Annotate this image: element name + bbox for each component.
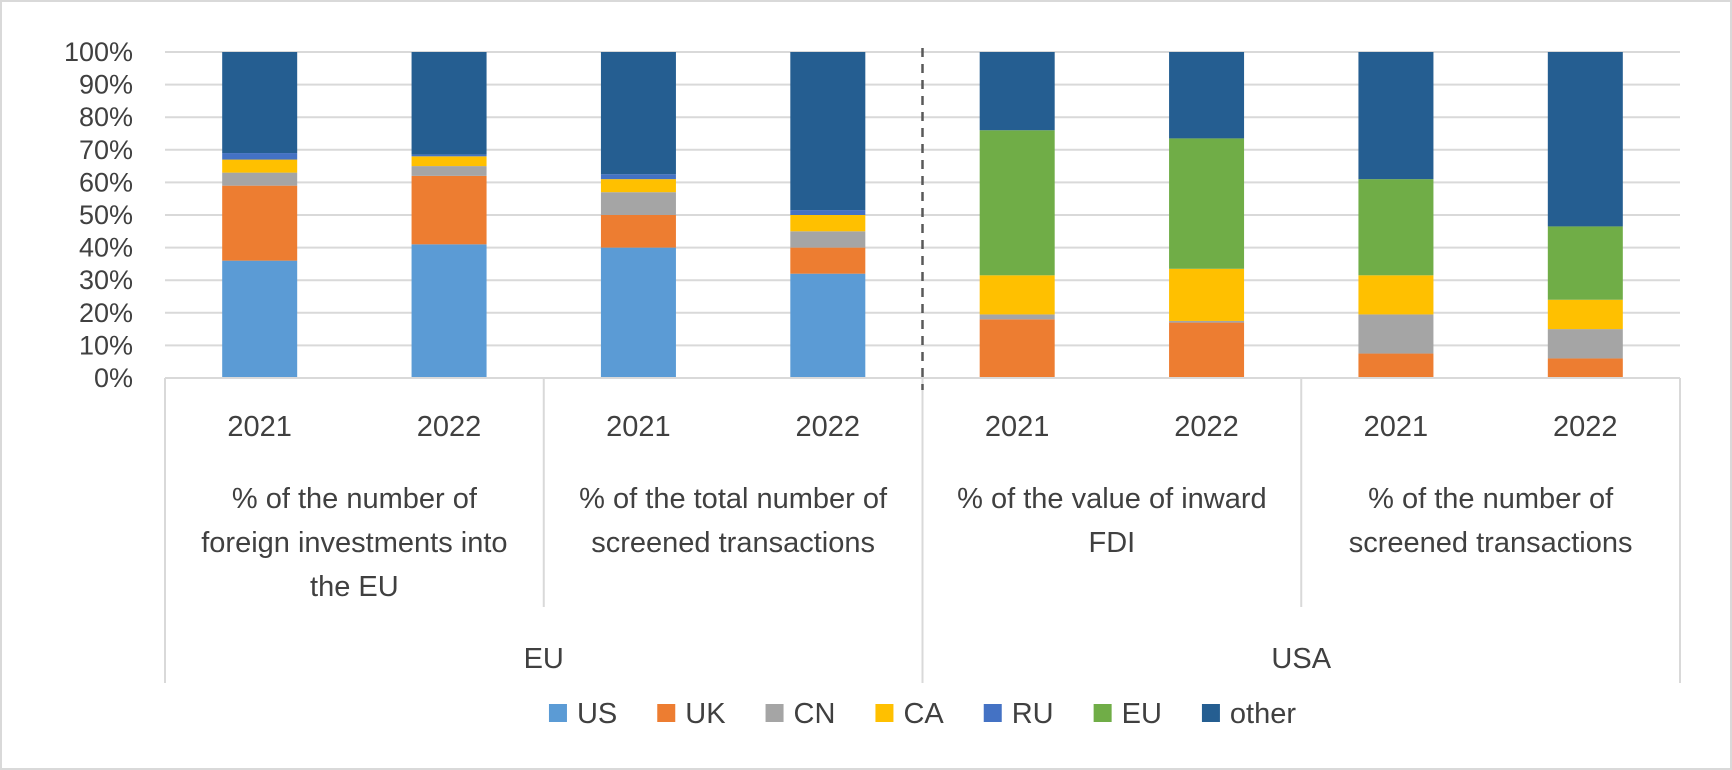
bar-segment-us <box>222 260 298 378</box>
legend-label-ca: CA <box>903 698 944 730</box>
x-tick-label: 2022 <box>417 411 482 443</box>
group-label: % of the value of inward <box>957 483 1267 515</box>
x-tick-label: 2022 <box>1174 411 1239 443</box>
y-tick-label: 50% <box>79 200 133 230</box>
bar-segment-ca <box>222 159 298 173</box>
bar-segment-us <box>790 273 866 378</box>
bar-segment-us <box>411 244 487 378</box>
group-label: screened transactions <box>591 527 875 559</box>
x-tick-label: 2021 <box>1364 411 1429 443</box>
legend-label-ru: RU <box>1012 698 1054 730</box>
bar-segment-other <box>1358 52 1434 180</box>
bar-segment-uk <box>222 185 298 261</box>
legend-swatch-ca <box>875 704 894 722</box>
group-label: % of the total number of <box>579 483 888 515</box>
bar-segment-other <box>790 52 866 211</box>
x-tick-label: 2021 <box>227 411 292 443</box>
bar-segment-uk <box>411 175 487 245</box>
bar-segment-cn <box>411 166 487 176</box>
x-tick-label: 2021 <box>985 411 1050 443</box>
axis-labels: 0%10%20%30%40%50%60%70%80%90%100% 2021 202… <box>64 37 1633 675</box>
bar-segment-eu <box>1358 179 1434 276</box>
legend-swatch-cn <box>765 704 784 722</box>
bar-segment-other <box>222 52 298 154</box>
legend-label-cn: CN <box>794 698 836 730</box>
group-label: screened transactions <box>1349 527 1633 559</box>
bar-segment-eu <box>1547 226 1623 300</box>
y-tick-label: 60% <box>79 167 133 197</box>
bar-segment-cn <box>1547 329 1623 359</box>
bar-segment-other <box>979 52 1055 131</box>
legend-label-other: other <box>1230 698 1296 730</box>
x-tick-label: 2022 <box>796 411 861 443</box>
bar-segment-uk <box>790 247 866 274</box>
bar-segment-other <box>1547 52 1623 227</box>
y-tick-label: 0% <box>94 363 133 393</box>
legend-swatch-eu <box>1093 704 1112 722</box>
bar-segment-uk <box>600 215 676 248</box>
bar-segment-other <box>1169 52 1245 139</box>
bar-segment-cn <box>1358 314 1434 354</box>
bar-segment-uk <box>979 319 1055 378</box>
legend-label-eu: EU <box>1122 698 1162 730</box>
bar-segment-ca <box>790 215 866 232</box>
bar-segment-us <box>600 247 676 378</box>
group-label: % of the number of <box>1368 483 1614 515</box>
bar-segment-ru <box>222 153 298 160</box>
bar-segment-eu <box>979 130 1055 276</box>
top-group-label: EU <box>524 643 564 675</box>
bar-segment-cn <box>790 231 866 248</box>
legend-swatch-us <box>548 704 567 722</box>
bar-segment-ca <box>979 275 1055 315</box>
bar-segment-other <box>411 52 487 155</box>
bar-segment-cn <box>222 172 298 186</box>
bar-segment-cn <box>979 314 1055 320</box>
bar-segment-cn <box>1169 320 1245 323</box>
bar-segment-uk <box>1169 322 1245 378</box>
y-tick-label: 40% <box>79 233 133 263</box>
y-tick-label: 90% <box>79 70 133 100</box>
y-tick-label: 100% <box>64 37 133 67</box>
bar-segment-ca <box>1169 268 1245 321</box>
y-tick-label: 30% <box>79 265 133 295</box>
bar-segment-ru <box>600 174 676 180</box>
group-label: % of the number of <box>232 483 478 515</box>
bar-segment-ca <box>600 179 676 193</box>
bar-segment-ru <box>790 210 866 215</box>
x-tick-label: 2022 <box>1553 411 1618 443</box>
y-tick-label: 80% <box>79 102 133 132</box>
legend: US UK CN CA RU EU other <box>548 698 1296 730</box>
bar-segment-cn <box>600 192 676 215</box>
group-label: foreign investments into <box>201 527 507 559</box>
bar-segment-eu <box>1169 138 1245 269</box>
axes <box>164 48 1681 683</box>
legend-swatch-other <box>1201 704 1220 722</box>
bar-segment-ca <box>1547 299 1623 330</box>
bar-segment-ca <box>1358 275 1434 315</box>
bar-segment-ru <box>411 154 487 157</box>
y-tick-label: 10% <box>79 330 133 360</box>
y-tick-label: 20% <box>79 298 133 328</box>
legend-swatch-uk <box>657 704 676 722</box>
bar-segment-other <box>600 52 676 175</box>
top-group-label: USA <box>1271 643 1331 675</box>
y-tick-label: 70% <box>79 135 133 165</box>
bar-segment-uk <box>1358 353 1434 378</box>
bars <box>222 52 1623 378</box>
bar-segment-ca <box>411 156 487 167</box>
legend-label-uk: UK <box>685 698 726 730</box>
legend-label-us: US <box>577 698 617 730</box>
bar-segment-uk <box>1547 358 1623 378</box>
x-tick-label: 2021 <box>606 411 671 443</box>
legend-swatch-ru <box>983 704 1002 722</box>
group-label: FDI <box>1089 527 1136 559</box>
group-label: the EU <box>310 571 399 603</box>
